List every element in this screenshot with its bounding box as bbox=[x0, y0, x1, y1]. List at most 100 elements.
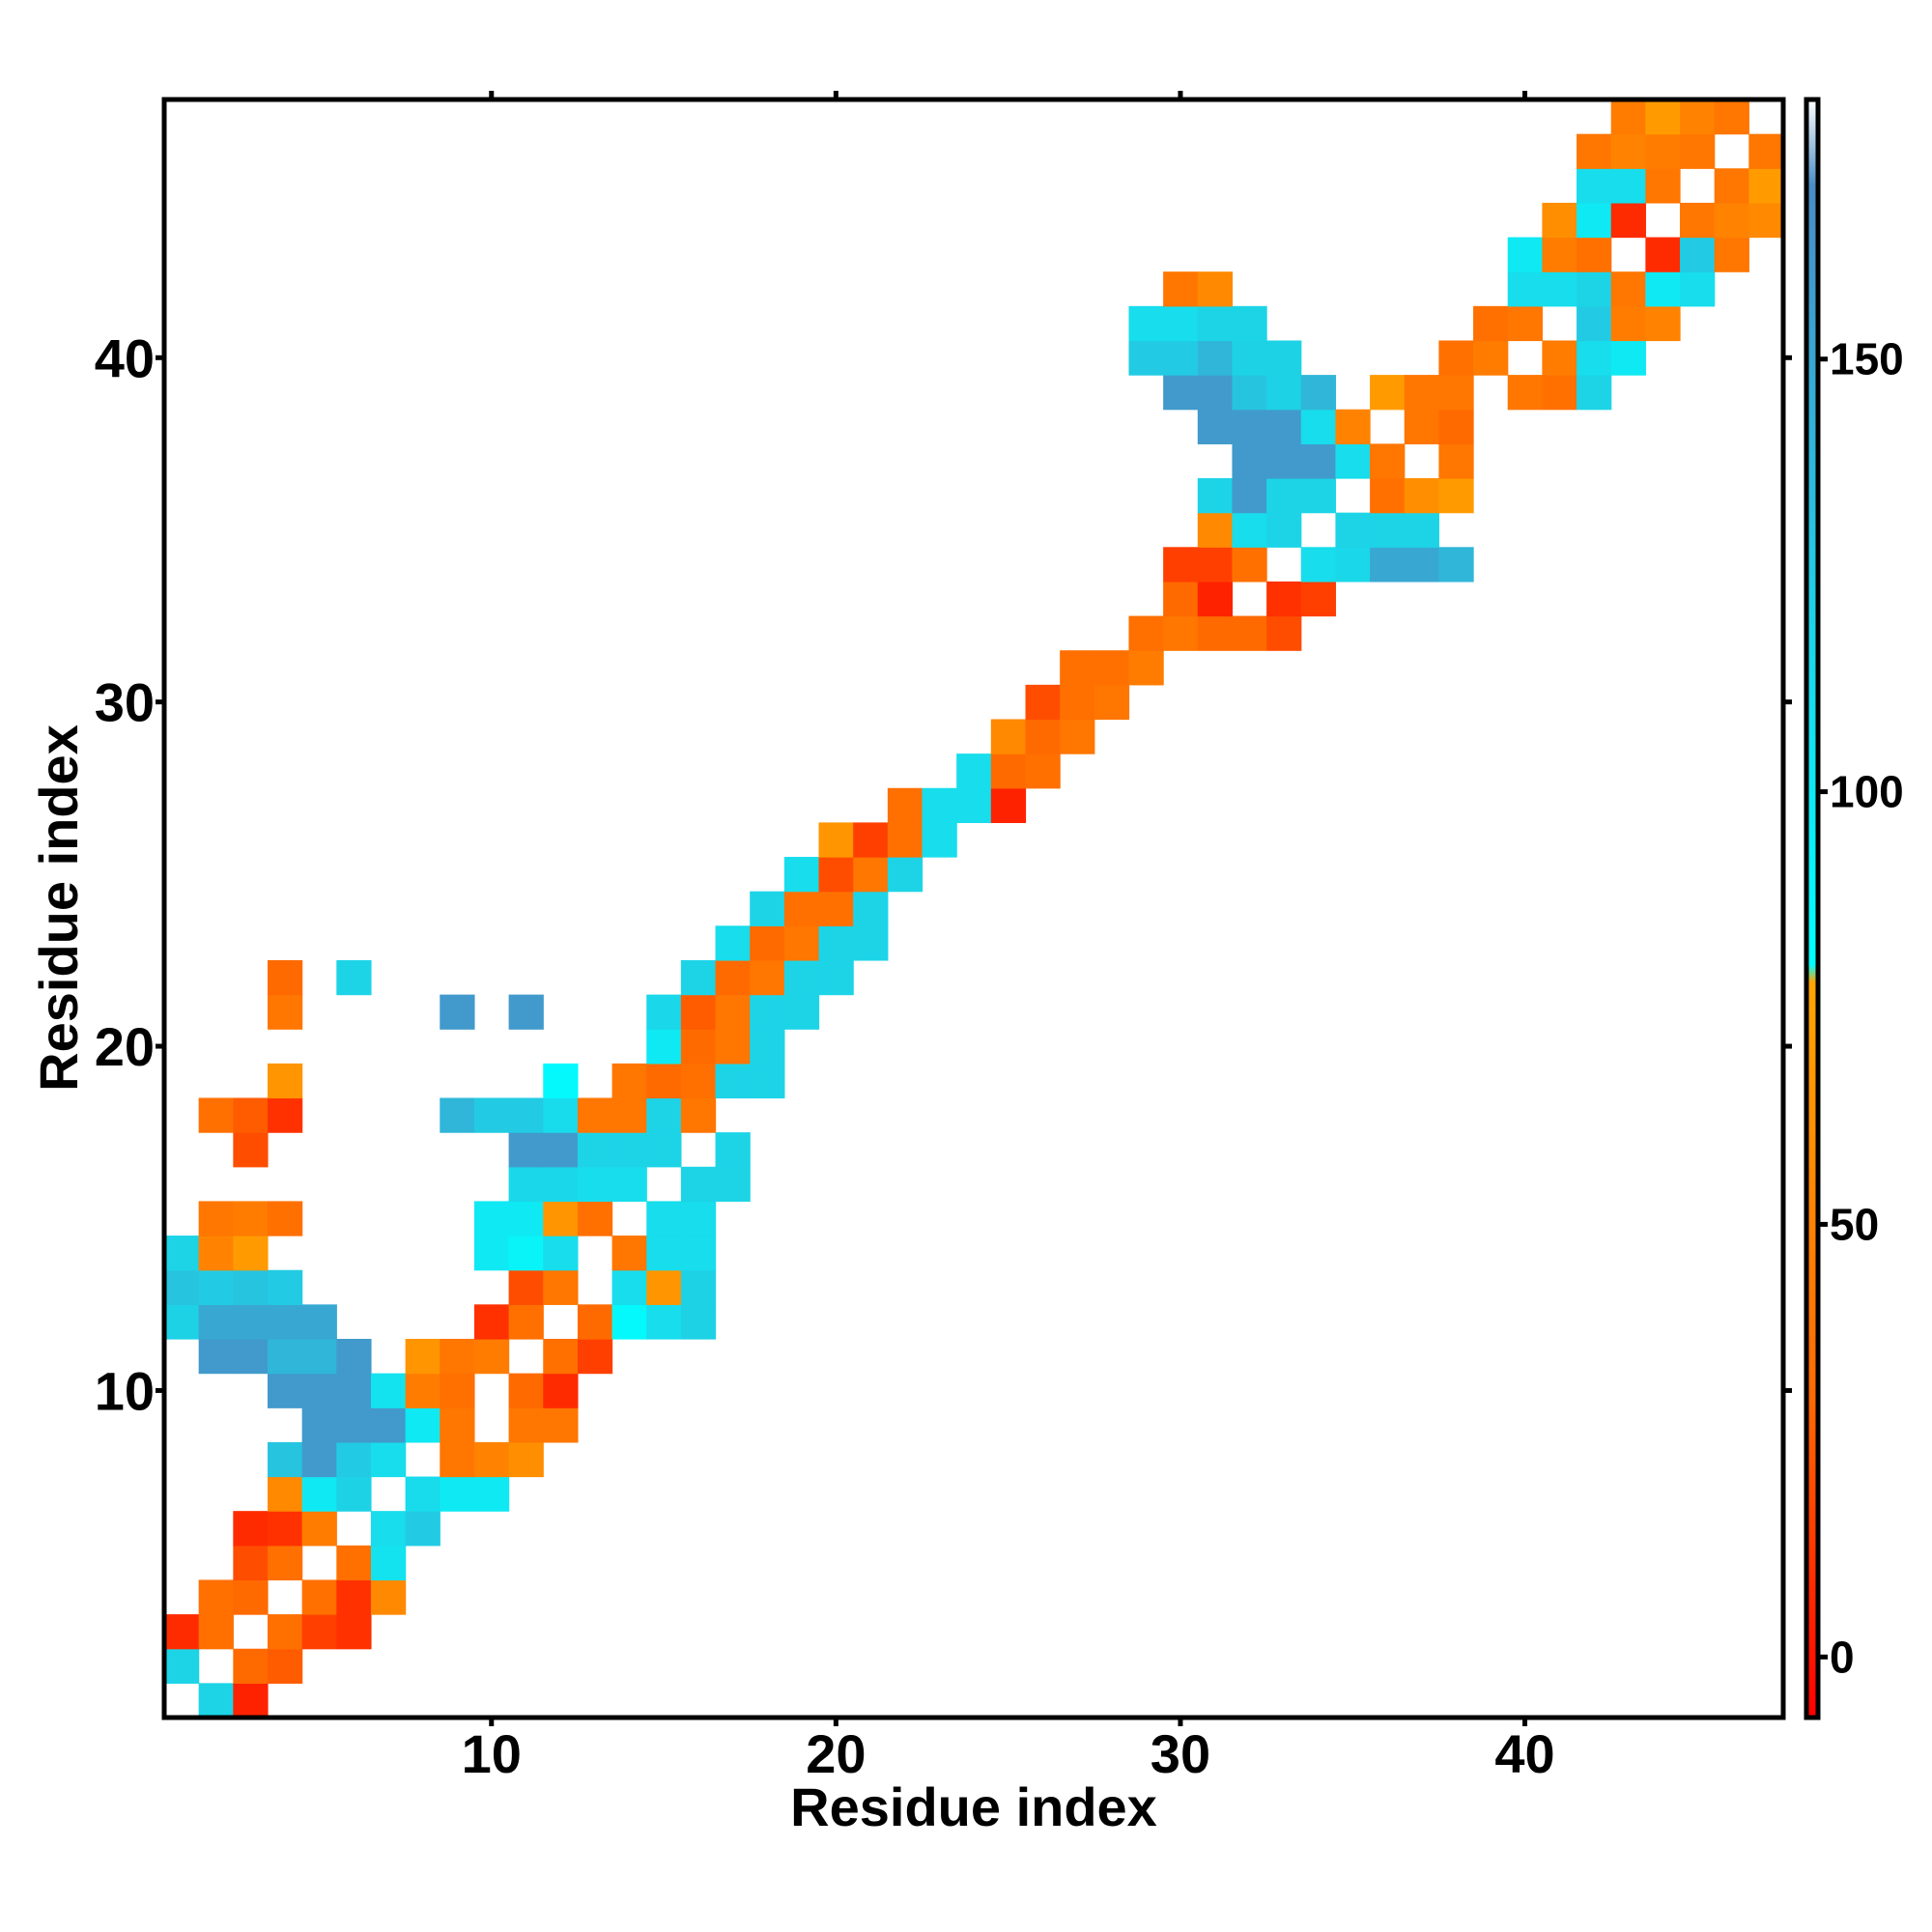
heatmap-cell bbox=[543, 1407, 579, 1443]
heatmap-cell bbox=[1163, 305, 1199, 342]
heatmap-cell bbox=[1128, 615, 1164, 651]
heatmap-cell bbox=[680, 1063, 717, 1099]
heatmap-cell bbox=[336, 1338, 372, 1375]
heatmap-cell bbox=[301, 1614, 337, 1650]
heatmap-cell bbox=[198, 1236, 234, 1271]
heatmap-cell bbox=[990, 719, 1027, 754]
heatmap-cell bbox=[1370, 547, 1406, 582]
heatmap-cell bbox=[715, 959, 751, 996]
heatmap-cell bbox=[1266, 478, 1302, 514]
heatmap-cell bbox=[336, 1407, 372, 1443]
heatmap-cell bbox=[783, 994, 820, 1030]
heatmap-cell bbox=[1577, 375, 1612, 411]
heatmap-cell bbox=[990, 753, 1027, 789]
heatmap-cell bbox=[1197, 547, 1234, 582]
heatmap-cell bbox=[473, 1304, 510, 1340]
x-tick-label: 40 bbox=[1494, 1723, 1554, 1784]
heatmap-cell bbox=[1266, 340, 1302, 376]
heatmap-cell bbox=[1404, 478, 1440, 514]
heatmap-cell bbox=[1163, 615, 1199, 651]
heatmap-cell bbox=[1542, 237, 1577, 272]
heatmap-cell bbox=[646, 1132, 682, 1168]
heatmap-cell bbox=[1645, 168, 1681, 204]
heatmap-cell bbox=[1197, 375, 1234, 411]
y-tick-label: 10 bbox=[95, 1360, 155, 1421]
heatmap-cell bbox=[646, 1304, 682, 1340]
heatmap-cell bbox=[1577, 340, 1612, 376]
heatmap-cell bbox=[750, 959, 785, 996]
heatmap-cell bbox=[267, 994, 303, 1030]
heatmap-cell bbox=[680, 1269, 717, 1305]
heatmap-cell bbox=[818, 925, 854, 961]
heatmap-cell bbox=[1300, 581, 1337, 617]
heatmap-cell bbox=[680, 959, 717, 996]
heatmap-cell bbox=[473, 1476, 510, 1512]
heatmap-cell bbox=[680, 1236, 717, 1271]
colorbar-tick-label: 0 bbox=[1830, 1632, 1855, 1682]
heatmap-cell bbox=[1714, 99, 1749, 135]
heatmap-cell bbox=[750, 994, 785, 1030]
heatmap-cell bbox=[233, 1545, 269, 1581]
x-tick-label: 20 bbox=[806, 1723, 866, 1784]
heatmap-cell bbox=[405, 1511, 440, 1547]
heatmap-cell bbox=[1577, 202, 1612, 239]
heatmap-cell bbox=[1438, 340, 1474, 376]
heatmap-cell bbox=[1060, 684, 1095, 721]
x-axis-ticks: 10 20 30 40 bbox=[462, 91, 1555, 1784]
heatmap-cell bbox=[1610, 305, 1646, 342]
heatmap-cell bbox=[1748, 168, 1784, 204]
heatmap-cell bbox=[1232, 305, 1267, 342]
heatmap-cell bbox=[1370, 478, 1406, 514]
heatmap-cell bbox=[956, 787, 992, 824]
heatmap-cell bbox=[1266, 581, 1302, 617]
heatmap-cell bbox=[1197, 478, 1234, 514]
heatmap-cell bbox=[233, 1648, 269, 1684]
heatmap-cell bbox=[267, 1269, 303, 1305]
heatmap-cell bbox=[508, 1132, 544, 1168]
heatmap-cell bbox=[301, 1579, 337, 1615]
heatmap-cell bbox=[1748, 202, 1784, 239]
y-axis-title: Residue index bbox=[28, 724, 89, 1092]
heatmap-cell bbox=[543, 1269, 579, 1305]
heatmap-cell bbox=[577, 1132, 613, 1168]
heatmap-cell bbox=[1300, 443, 1337, 479]
heatmap-cell bbox=[405, 1338, 440, 1375]
heatmap-cell bbox=[1370, 443, 1406, 479]
heatmap-cell bbox=[715, 1166, 751, 1203]
heatmap-cell bbox=[1438, 478, 1474, 514]
heatmap-cell bbox=[370, 1373, 407, 1408]
heatmap-cell bbox=[198, 1269, 234, 1305]
heatmap-cell bbox=[1577, 271, 1612, 307]
heatmap-cell bbox=[473, 1236, 510, 1271]
heatmap-cell bbox=[646, 1269, 682, 1305]
heatmap-cell bbox=[750, 891, 785, 926]
heatmap-cell bbox=[267, 1338, 303, 1375]
heatmap-cell bbox=[1645, 99, 1681, 135]
heatmap-cell bbox=[1335, 443, 1371, 479]
heatmap-cell bbox=[440, 1097, 475, 1133]
heatmap-cell bbox=[1680, 271, 1716, 307]
heatmap-cell bbox=[233, 1338, 269, 1375]
heatmap-cell bbox=[301, 1511, 337, 1547]
x-tick-label: 30 bbox=[1151, 1723, 1210, 1784]
heatmap-cell bbox=[715, 925, 751, 961]
heatmap-cell bbox=[1025, 719, 1061, 754]
heatmap-cell bbox=[1094, 684, 1130, 721]
heatmap-cell bbox=[680, 1029, 717, 1065]
heatmap-cell bbox=[508, 1236, 544, 1271]
heatmap-cell bbox=[783, 925, 820, 961]
heatmap-cell bbox=[164, 1269, 200, 1305]
heatmap-cell bbox=[233, 1269, 269, 1305]
heatmap-cell bbox=[818, 857, 854, 893]
heatmap-cell bbox=[267, 1441, 303, 1478]
heatmap-cell bbox=[440, 1441, 475, 1478]
heatmap-cell bbox=[853, 822, 889, 858]
heatmap-cell bbox=[1197, 271, 1234, 307]
heatmap-cell bbox=[473, 1338, 510, 1375]
heatmap-cell bbox=[336, 1373, 372, 1408]
heatmap-cell bbox=[267, 959, 303, 996]
heatmap-cell bbox=[1404, 547, 1440, 582]
heatmap-cell bbox=[715, 1063, 751, 1099]
heatmap-cell bbox=[1128, 650, 1164, 686]
